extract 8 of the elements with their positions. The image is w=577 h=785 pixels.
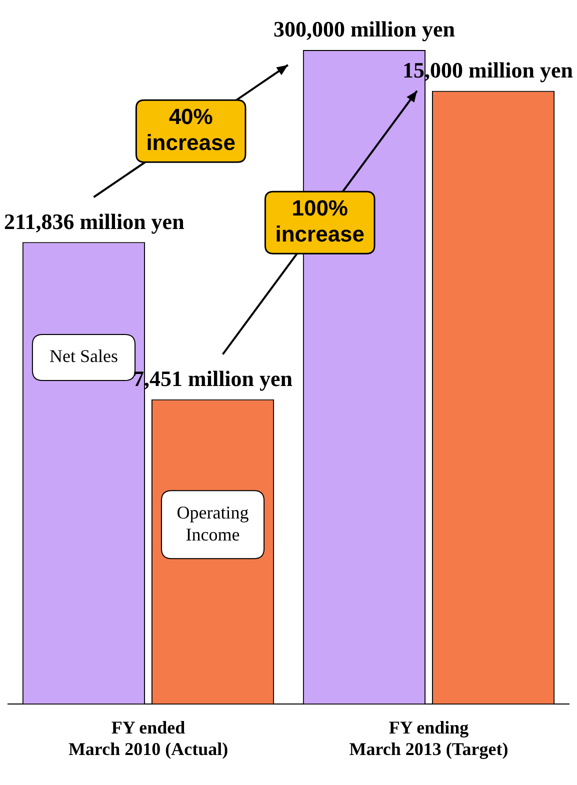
annotation: 100% increase [275,196,365,247]
data-label: 211,836 million yen [4,208,184,234]
x-tick-label: FY ended March 2010 (Actual) [68,717,228,759]
series-label: Operating Income [176,502,249,544]
data-label: 300,000 million yen [273,16,455,42]
series-label: Net Sales [49,346,118,366]
annotation: 40% increase [146,104,236,156]
x-tick-label: FY ending March 2013 (Target) [349,717,508,759]
